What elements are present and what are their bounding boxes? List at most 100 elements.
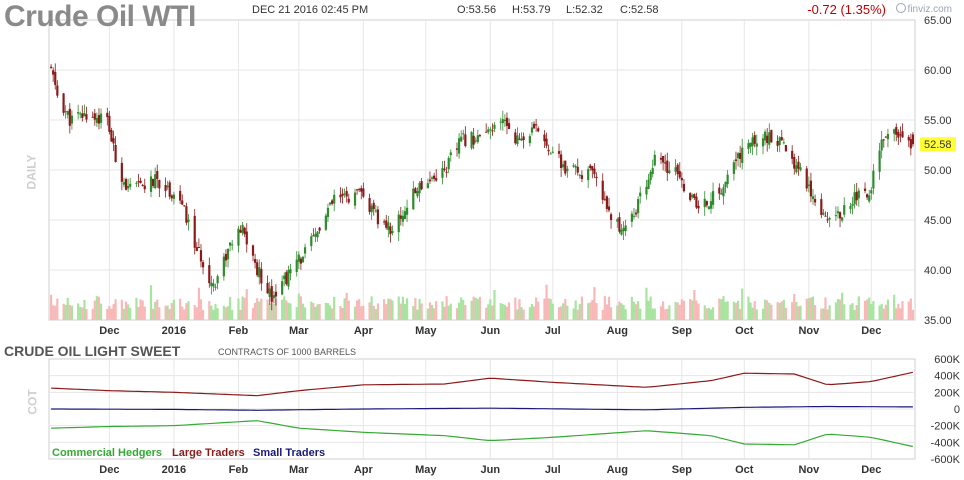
- candle-body: [112, 138, 115, 144]
- candle-body: [114, 145, 117, 162]
- candle-body: [899, 134, 902, 136]
- volume-bar: [616, 305, 619, 320]
- volume-bar: [179, 298, 182, 320]
- candle-body: [828, 217, 831, 220]
- candle-body: [274, 291, 278, 297]
- volume-bar: [299, 296, 302, 320]
- volume-bar: [112, 304, 115, 320]
- volume-bar: [199, 299, 203, 320]
- cot-y-tick-label: 600K: [934, 354, 960, 366]
- volume-bar: [214, 303, 217, 320]
- candle-body: [216, 276, 219, 284]
- volume-bar: [193, 304, 196, 320]
- volume-bar: [813, 305, 817, 320]
- candle-body: [289, 269, 292, 274]
- volume-bar: [68, 304, 71, 320]
- volume-bar: [266, 299, 269, 320]
- volume-bar: [651, 308, 654, 320]
- volume-bar: [426, 308, 429, 320]
- cot-line-large-traders: [51, 371, 914, 397]
- volume-bar: [560, 306, 563, 320]
- volume-bar: [245, 289, 248, 320]
- candle-body: [472, 135, 475, 145]
- volume-bar: [722, 296, 725, 320]
- candle-body: [659, 157, 663, 160]
- price-x-tick-label: Apr: [354, 325, 374, 337]
- low-value: L:52.32: [566, 4, 603, 16]
- candle-body: [857, 190, 860, 199]
- volume-bar: [489, 299, 492, 320]
- cot-side-label: COT: [25, 389, 40, 415]
- candle-body: [487, 129, 490, 133]
- candle-body: [266, 282, 269, 294]
- candle-body: [668, 170, 671, 174]
- volume-bar: [828, 305, 831, 320]
- candle-body: [295, 259, 298, 272]
- volume-bar: [618, 301, 621, 320]
- cot-y-tick-label: -600K: [931, 454, 961, 466]
- volume-bar: [326, 303, 330, 320]
- volume-bar: [591, 300, 594, 320]
- volume-bar: [566, 305, 569, 320]
- candle-body: [68, 108, 71, 126]
- volume-bar: [545, 284, 548, 320]
- finviz-logo[interactable]: finviz.com: [895, 3, 952, 15]
- volume-bar: [260, 298, 263, 320]
- candle-body: [897, 131, 900, 138]
- volume-bar: [414, 298, 417, 320]
- price-x-tick-label: Dec: [99, 325, 119, 337]
- candle-body: [651, 168, 654, 174]
- volume-bar: [258, 301, 261, 320]
- candle-body: [649, 171, 652, 181]
- volume-bar: [464, 305, 467, 320]
- volume-bar: [564, 298, 567, 320]
- volume-bar: [637, 301, 640, 320]
- candle-body: [372, 202, 375, 210]
- candle-body: [514, 132, 517, 144]
- volume-bar: [676, 302, 679, 320]
- volume-bar: [195, 307, 198, 320]
- candle-body: [587, 169, 590, 181]
- candle-body: [129, 183, 132, 187]
- candle-body: [499, 121, 502, 123]
- candle-body: [158, 180, 161, 189]
- volume-bar: [605, 304, 609, 320]
- candle-body: [632, 215, 636, 217]
- candle-body: [868, 195, 871, 202]
- volume-bar: [376, 303, 380, 320]
- volume-bar: [853, 309, 856, 320]
- volume-bar: [435, 301, 438, 320]
- volume-bar: [66, 297, 69, 320]
- candle-body: [851, 204, 854, 206]
- volume-bar: [197, 287, 200, 320]
- volume-bar: [428, 302, 432, 320]
- candle-body: [780, 137, 783, 141]
- candle-body: [399, 215, 402, 219]
- candle-body: [243, 227, 246, 235]
- candle-body: [601, 180, 604, 200]
- volume-bar: [682, 300, 686, 320]
- candle-body: [749, 142, 752, 147]
- candle-body: [455, 148, 459, 150]
- volume-bar: [208, 301, 211, 320]
- candle-body: [270, 286, 273, 302]
- volume-bar: [572, 308, 575, 320]
- candle-body: [281, 281, 284, 295]
- candle-body: [470, 132, 473, 149]
- candle-body: [303, 247, 307, 254]
- candle-body: [709, 201, 713, 209]
- candle-body: [345, 191, 348, 197]
- candle-body: [520, 138, 523, 141]
- volume-bar: [433, 308, 436, 320]
- cot-x-tick-label: Jun: [481, 464, 501, 476]
- candle-body: [834, 215, 837, 217]
- candle-body: [507, 123, 511, 129]
- volume-bar: [607, 296, 611, 320]
- candle-body: [639, 192, 642, 197]
- candle-body: [185, 206, 188, 223]
- candle-body: [91, 116, 94, 118]
- candle-body: [108, 115, 111, 132]
- candle-body: [374, 210, 377, 212]
- candle-body: [505, 117, 509, 126]
- price-y-tick-label: 65.00: [924, 15, 952, 27]
